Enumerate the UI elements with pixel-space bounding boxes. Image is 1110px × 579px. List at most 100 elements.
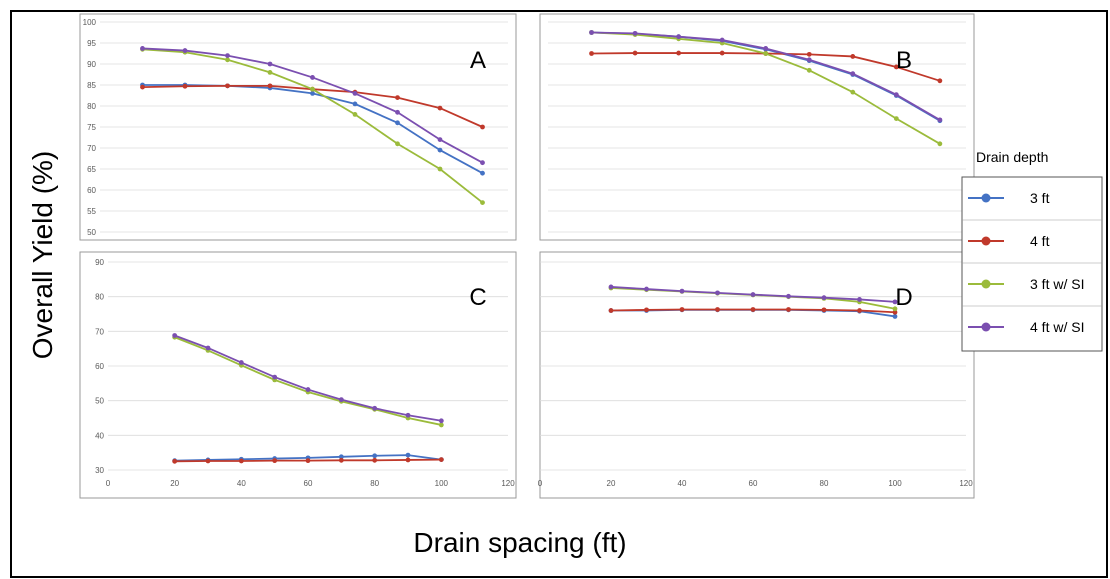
data-point	[438, 418, 444, 424]
data-point	[937, 141, 943, 147]
y-tick-label: 50	[87, 228, 96, 237]
data-point	[676, 50, 682, 56]
data-point	[644, 307, 649, 313]
data-point	[893, 92, 899, 98]
data-point	[821, 295, 827, 301]
data-point	[225, 53, 230, 58]
legend-entry: 3 ft w/ SI	[962, 262, 1102, 292]
data-point	[238, 360, 244, 365]
y-tick-label: 40	[95, 431, 104, 440]
data-point	[305, 387, 311, 392]
data-point	[225, 83, 230, 89]
panel-label: B	[896, 47, 912, 74]
data-point	[352, 112, 358, 117]
x-tick-label: 40	[237, 479, 246, 488]
data-point	[310, 75, 315, 80]
data-point	[893, 64, 899, 70]
data-point	[405, 412, 411, 418]
data-point	[405, 457, 411, 463]
legend-label: 4 ft w/ SI	[1030, 319, 1084, 335]
data-point	[589, 51, 594, 56]
data-point	[821, 307, 827, 313]
data-point	[806, 57, 812, 63]
x-tick-label: 100	[435, 479, 449, 488]
data-point	[857, 297, 862, 302]
y-tick-label: 100	[83, 18, 97, 27]
data-point	[750, 292, 756, 297]
data-point	[310, 91, 315, 96]
data-point	[438, 457, 444, 462]
data-point	[437, 105, 443, 111]
x-tick-label: 60	[304, 479, 313, 488]
x-tick-label: 120	[959, 479, 973, 488]
data-point	[395, 120, 400, 126]
panel-d: 0 20 40 60 80 100 120 D	[538, 251, 975, 499]
data-point	[205, 345, 211, 351]
panel-label: A	[470, 47, 486, 74]
data-point	[763, 51, 769, 56]
y-tick-label: 95	[87, 39, 96, 48]
data-point	[715, 307, 720, 312]
data-point	[589, 30, 594, 35]
data-point	[205, 458, 211, 464]
legend-entries: 3 ft 4 ft 3 ft w/ SI 4 ft w/ SI	[961, 176, 1103, 352]
x-tick-label: 100	[888, 479, 902, 488]
data-point	[715, 290, 720, 296]
data-point	[480, 124, 485, 130]
data-point	[395, 109, 400, 115]
panel-frame	[79, 251, 517, 499]
data-point	[850, 71, 856, 77]
panel-a: 50 55 60 65 70 75 80 85 90 95 100 A	[79, 13, 517, 241]
data-point	[172, 333, 178, 338]
x-tick-label: 120	[501, 479, 515, 488]
data-point	[182, 83, 188, 89]
data-point	[892, 314, 898, 319]
y-tick-label: 30	[95, 466, 104, 475]
panel-label: C	[469, 284, 486, 311]
data-point	[338, 397, 344, 403]
y-tick-label: 75	[87, 123, 96, 132]
data-point	[272, 458, 278, 464]
panel-frame	[539, 251, 975, 499]
data-point	[182, 48, 188, 53]
x-tick-label: 80	[370, 479, 379, 488]
data-point	[893, 116, 899, 121]
legend-label: 4 ft	[1030, 233, 1050, 249]
data-point	[679, 288, 685, 294]
data-point	[437, 147, 443, 153]
data-point	[437, 137, 443, 143]
data-point	[480, 160, 485, 166]
data-point	[352, 91, 358, 96]
data-point	[310, 86, 315, 92]
data-point	[372, 453, 378, 459]
y-tick-label: 80	[87, 102, 96, 111]
data-point	[806, 67, 812, 73]
panel-b: B	[539, 13, 975, 241]
legend-label: 3 ft	[1030, 190, 1050, 206]
data-point	[786, 293, 791, 299]
data-point	[892, 309, 898, 315]
y-tick-label: 90	[95, 258, 104, 267]
data-point	[372, 405, 378, 411]
data-point	[140, 46, 145, 51]
chart-panels: 50 55 60 65 70 75 80 85 90 95 100 A B 30 40 50 60 70 80 90 0…	[79, 13, 975, 499]
x-axis-label: Drain spacing (ft)	[413, 527, 626, 558]
legend-entry: 3 ft	[968, 190, 1050, 206]
legend-entry: 4 ft	[962, 219, 1102, 249]
data-point	[679, 307, 685, 312]
x-tick-label: 20	[607, 479, 616, 488]
y-tick-label: 60	[95, 362, 104, 371]
x-tick-label: 0	[106, 479, 111, 488]
data-point	[763, 46, 769, 51]
data-point	[937, 78, 943, 84]
data-point	[806, 51, 812, 57]
y-tick-label: 50	[95, 397, 104, 406]
data-point	[267, 61, 273, 67]
data-point	[676, 34, 682, 40]
legend-swatch-marker	[981, 322, 991, 332]
data-point	[937, 117, 943, 123]
x-tick-label: 80	[820, 479, 829, 488]
x-tick-label: 0	[538, 479, 543, 488]
data-point	[238, 458, 244, 464]
